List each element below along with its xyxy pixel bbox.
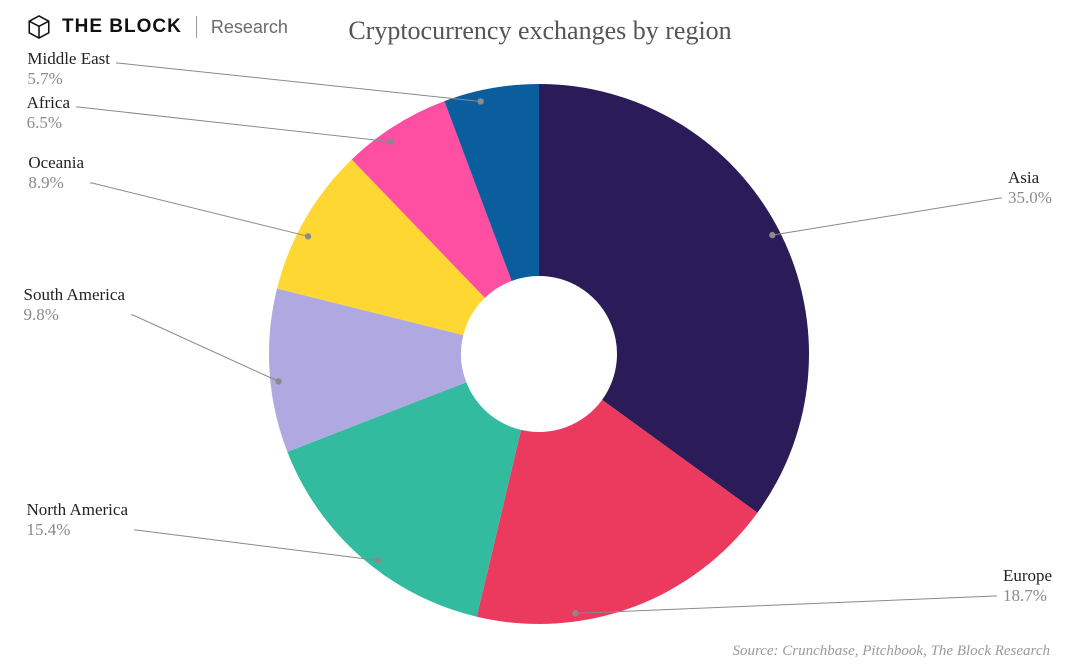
slice-label: Asia35.0% xyxy=(1008,168,1052,207)
slice-label-name: Europe xyxy=(1003,566,1052,586)
slice-label-pct: 9.8% xyxy=(23,305,125,325)
slice-label: Oceania8.9% xyxy=(28,153,84,192)
source-text: Source: Crunchbase, Pitchbook, The Block… xyxy=(732,643,1050,660)
slice-label-pct: 6.5% xyxy=(27,113,70,133)
slice-label-name: Middle East xyxy=(27,49,110,69)
slice-label-name: South America xyxy=(23,285,125,305)
slice-label-name: Asia xyxy=(1008,168,1052,188)
slice-label-pct: 18.7% xyxy=(1003,586,1052,606)
slice-label-pct: 35.0% xyxy=(1008,188,1052,208)
slice-label-pct: 15.4% xyxy=(27,520,129,540)
slice-label: Europe18.7% xyxy=(1003,566,1052,605)
slice-label: Africa6.5% xyxy=(27,93,70,132)
leader-line xyxy=(116,63,481,101)
slice-label: Middle East5.7% xyxy=(27,49,110,88)
leader-line xyxy=(772,198,1002,235)
slice-label: North America15.4% xyxy=(27,500,129,539)
slice-label-name: Oceania xyxy=(28,153,84,173)
slice-label-pct: 5.7% xyxy=(27,69,110,89)
slice-label: South America9.8% xyxy=(23,285,125,324)
slice-label-name: Africa xyxy=(27,93,70,113)
pie-chart xyxy=(0,0,1080,666)
slice-label-name: North America xyxy=(27,500,129,520)
leader-line xyxy=(90,183,308,236)
leader-line xyxy=(76,107,390,142)
slice-label-pct: 8.9% xyxy=(28,173,84,193)
leader-line xyxy=(131,315,279,381)
